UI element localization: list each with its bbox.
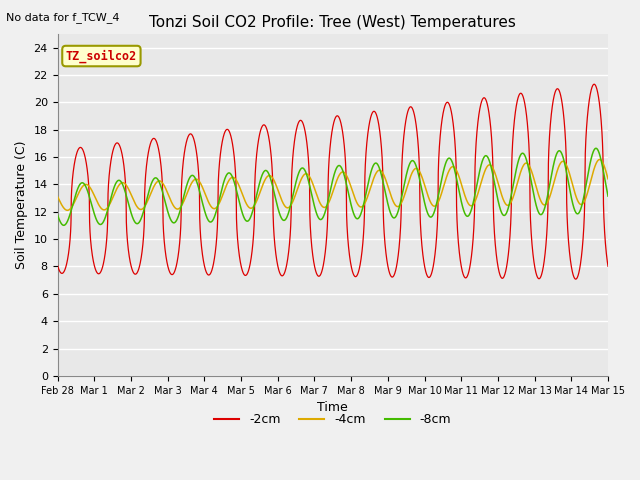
- Line: -2cm: -2cm: [58, 84, 608, 279]
- Y-axis label: Soil Temperature (C): Soil Temperature (C): [15, 141, 28, 269]
- -2cm: [54, 262, 61, 268]
- -8cm: [285, 209, 292, 215]
- -4cm: [588, 176, 595, 182]
- Legend: -2cm, -4cm, -8cm: -2cm, -4cm, -8cm: [209, 408, 456, 431]
- Title: Tonzi Soil CO2 Profile: Tree (West) Temperatures: Tonzi Soil CO2 Profile: Tree (West) Temp…: [149, 15, 516, 30]
- -4cm: [454, 170, 461, 176]
- -8cm: [316, 216, 323, 222]
- -8cm: [592, 145, 600, 151]
- -8cm: [60, 222, 68, 228]
- -2cm: [590, 81, 598, 87]
- -2cm: [316, 273, 323, 279]
- -2cm: [285, 248, 292, 253]
- -4cm: [316, 198, 323, 204]
- Line: -8cm: -8cm: [58, 148, 608, 225]
- -4cm: [54, 193, 61, 199]
- -2cm: [454, 226, 461, 231]
- -4cm: [289, 198, 297, 204]
- -2cm: [588, 87, 595, 93]
- -8cm: [560, 157, 568, 163]
- -4cm: [596, 156, 604, 162]
- -8cm: [588, 156, 595, 161]
- -2cm: [604, 264, 612, 269]
- Text: No data for f_TCW_4: No data for f_TCW_4: [6, 12, 120, 23]
- -8cm: [604, 193, 612, 199]
- -2cm: [572, 276, 579, 282]
- -4cm: [560, 159, 568, 165]
- X-axis label: Time: Time: [317, 401, 348, 414]
- -2cm: [560, 113, 568, 119]
- -8cm: [289, 191, 297, 196]
- -4cm: [604, 176, 612, 182]
- -8cm: [54, 212, 61, 218]
- -4cm: [285, 204, 292, 210]
- -2cm: [289, 150, 297, 156]
- -4cm: [63, 207, 71, 213]
- Text: TZ_soilco2: TZ_soilco2: [66, 49, 137, 63]
- -8cm: [454, 180, 461, 186]
- Line: -4cm: -4cm: [58, 159, 608, 210]
